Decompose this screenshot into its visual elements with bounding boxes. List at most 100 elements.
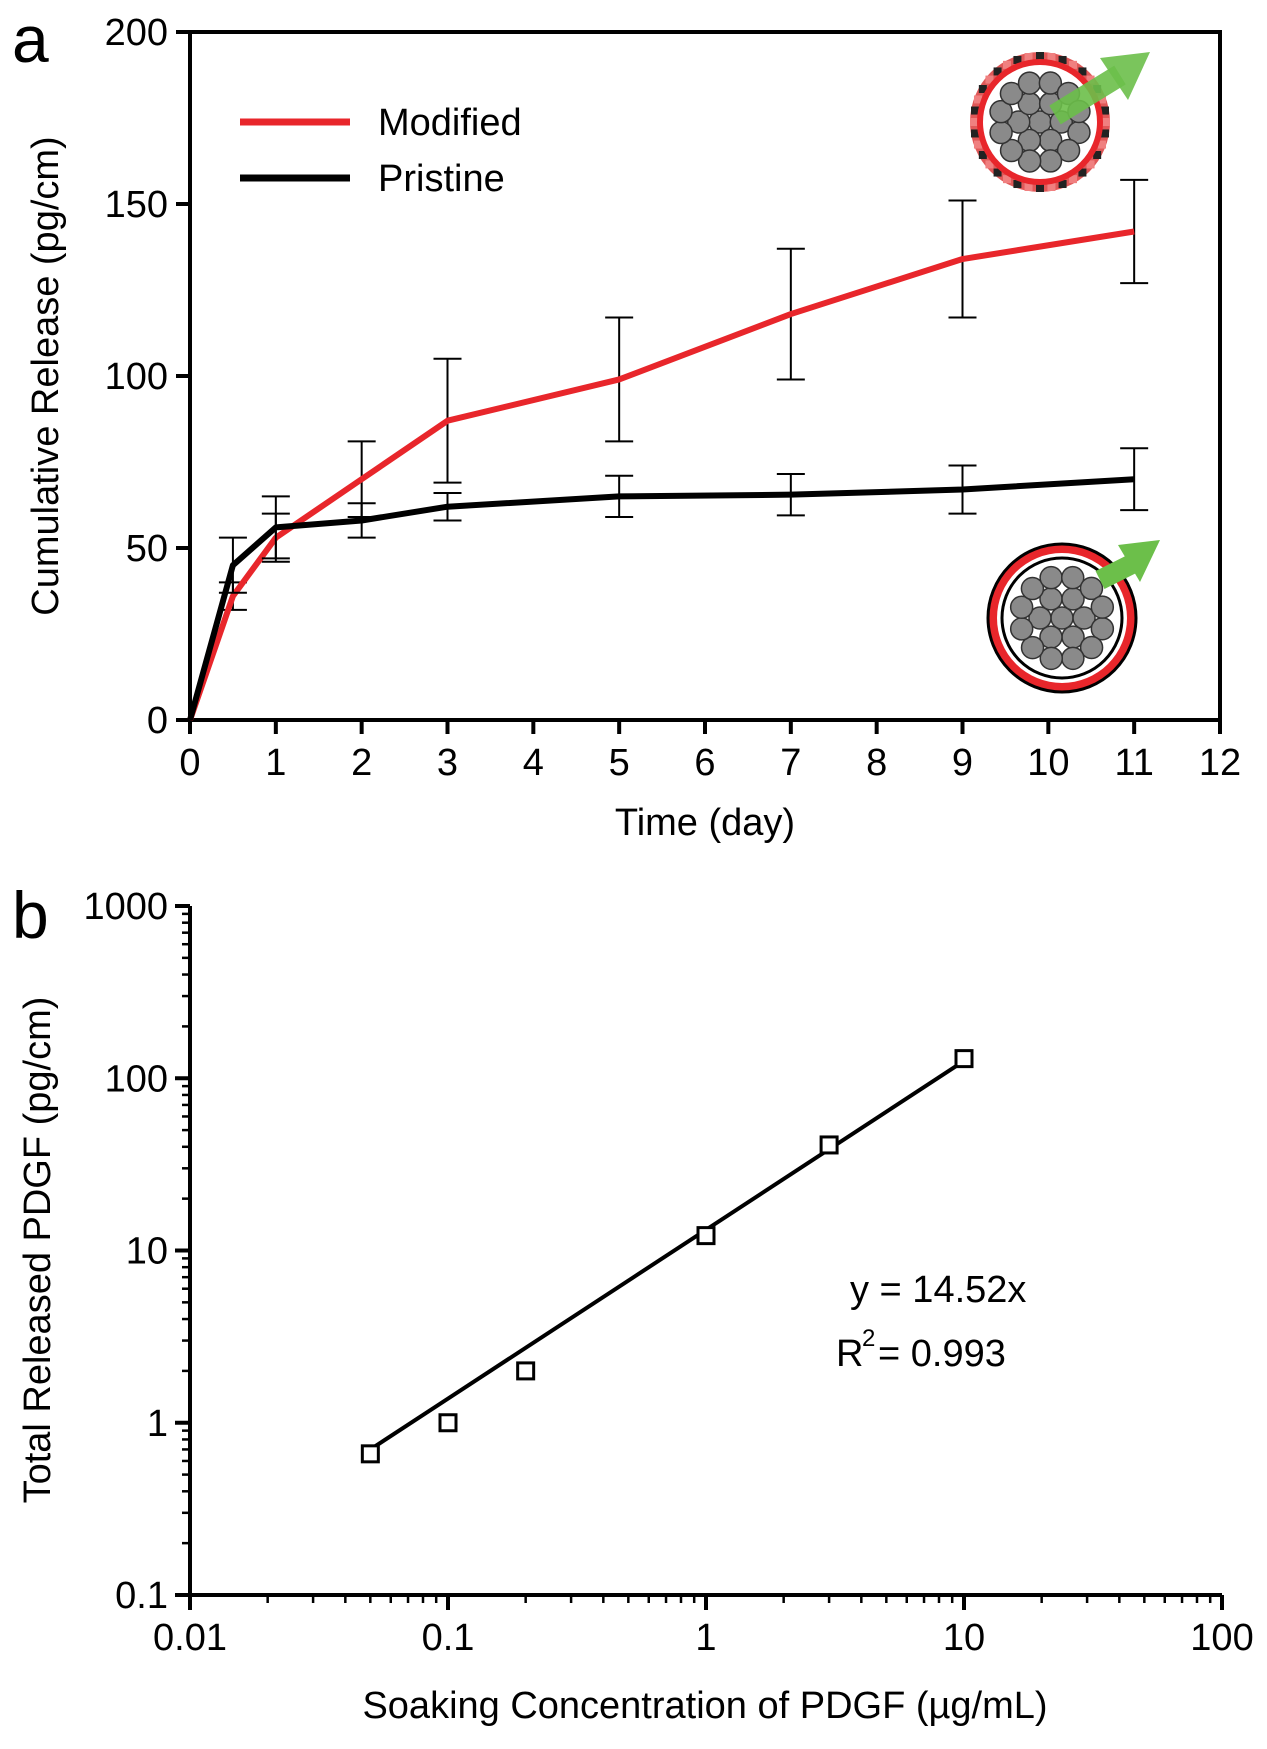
fiber-strand	[1020, 576, 1045, 601]
fit-r-squared: R 2 = 0.993	[836, 1325, 1006, 1375]
coating-particle	[1047, 182, 1056, 191]
panel-b-y-ticks: 0.1 1 10 100 1000	[83, 886, 190, 1617]
x-tick-label: 1	[265, 742, 286, 784]
modified-fiber-icon	[970, 52, 1150, 192]
fiber-strand	[1050, 606, 1074, 630]
fiber-strand	[1056, 138, 1081, 163]
coating-particle	[1058, 55, 1067, 64]
data-point	[438, 1413, 458, 1433]
panel-b-x-axis-label: Soaking Concentration of PDGF (µg/mL)	[362, 1685, 1047, 1727]
x-tick-label: 0	[179, 742, 200, 784]
x-tick-label: 1	[695, 1617, 716, 1659]
fiber-strand	[1017, 149, 1042, 173]
series-line-modified	[187, 228, 1135, 721]
fiber-strand	[1009, 617, 1034, 641]
y-tick-label: 1000	[83, 886, 168, 928]
fiber-strand	[1079, 635, 1104, 660]
fiber-strand	[989, 99, 1013, 124]
coating-particle	[971, 106, 980, 115]
coating-particle	[1086, 75, 1095, 84]
y-tick-label: 1	[147, 1403, 168, 1445]
legend-label-pristine: Pristine	[378, 158, 505, 200]
coating-particle	[993, 168, 1002, 177]
coating-particle	[970, 118, 978, 126]
panel-a-series	[187, 178, 1149, 721]
coating-particle	[1036, 52, 1044, 60]
x-tick-label: 7	[780, 742, 801, 784]
panel-b-y-axis-label: Total Released PDGF (pg/cm)	[17, 997, 59, 1504]
x-tick-label: 3	[437, 742, 458, 784]
data-point	[819, 1135, 839, 1155]
coating-particle	[1003, 175, 1011, 184]
coating-particle	[1098, 140, 1107, 149]
coating-particle	[1024, 182, 1033, 191]
y-tick-label: 0	[147, 700, 168, 742]
fiber-strand	[1038, 71, 1063, 95]
coating-particle	[1100, 106, 1109, 115]
fiber-strand	[999, 81, 1024, 106]
panel-a-legend: Modified Pristine	[240, 102, 522, 200]
error-bar	[1120, 178, 1149, 285]
coating-particle	[1102, 118, 1110, 126]
coating-particle	[1098, 95, 1107, 104]
fiber-strand	[1039, 565, 1063, 590]
legend-label-modified: Modified	[378, 102, 522, 144]
fiber-strand	[1017, 71, 1042, 95]
coating-particle	[978, 85, 987, 93]
x-tick-label: 5	[609, 742, 630, 784]
fiber-strand	[1039, 646, 1064, 671]
coating-particle	[1069, 175, 1077, 184]
coating-particle	[1078, 168, 1087, 177]
coating-particle	[985, 160, 994, 169]
fiber-strand	[1009, 595, 1034, 620]
panel-a-y-ticks: 0 50 100 150 200	[105, 12, 190, 742]
x-tick-label: 12	[1199, 742, 1241, 784]
coating-particle	[1024, 53, 1033, 62]
coating-particle	[1047, 53, 1056, 62]
x-tick-label: 2	[351, 742, 372, 784]
y-tick-label: 200	[105, 12, 168, 54]
r-squared-superscript: 2	[862, 1325, 875, 1352]
x-tick-label: 0.1	[422, 1617, 475, 1659]
panel-a-x-ticks: 0 1 2 3 4 5 6 7 8 9 10 11 12	[179, 720, 1241, 784]
fiber-strand	[1061, 646, 1085, 671]
coating-particle	[1058, 180, 1067, 189]
x-tick-label: 10	[943, 1617, 985, 1659]
coating-particle	[1003, 60, 1011, 69]
coating-particle	[1078, 67, 1087, 76]
y-tick-label: 100	[105, 1058, 168, 1100]
coating-particle	[1086, 160, 1095, 169]
data-point	[360, 1444, 380, 1464]
x-tick-label: 8	[866, 742, 887, 784]
coating-particle	[1100, 129, 1109, 138]
fiber-strand	[1020, 635, 1045, 660]
x-tick-label: 4	[523, 742, 544, 784]
fiber-strand	[1079, 576, 1104, 601]
r-squared-value: = 0.993	[878, 1333, 1006, 1375]
coating-particle	[973, 95, 982, 104]
fit-line	[369, 1059, 966, 1452]
coating-particle	[1013, 180, 1022, 189]
y-tick-label: 150	[105, 184, 168, 226]
coating-particle	[993, 67, 1002, 76]
data-point	[696, 1226, 716, 1246]
coating-particle	[1013, 55, 1022, 64]
fiber-strand	[1038, 149, 1063, 173]
series-pristine	[187, 447, 1149, 721]
coating-particle	[978, 151, 987, 159]
y-tick-label: 50	[126, 528, 168, 570]
fiber-strand	[1006, 110, 1031, 134]
release-arrow-icon	[1095, 540, 1160, 589]
coating-particle	[985, 75, 994, 84]
fiber-strand	[1060, 565, 1085, 590]
coating-particle	[1093, 151, 1102, 159]
coating-particle	[1069, 60, 1077, 69]
series-line-pristine	[187, 476, 1135, 721]
fiber-strand	[989, 120, 1013, 145]
release-arrow-icon	[1049, 52, 1150, 125]
y-tick-label: 0.1	[115, 1575, 168, 1617]
x-tick-label: 11	[1114, 742, 1153, 784]
